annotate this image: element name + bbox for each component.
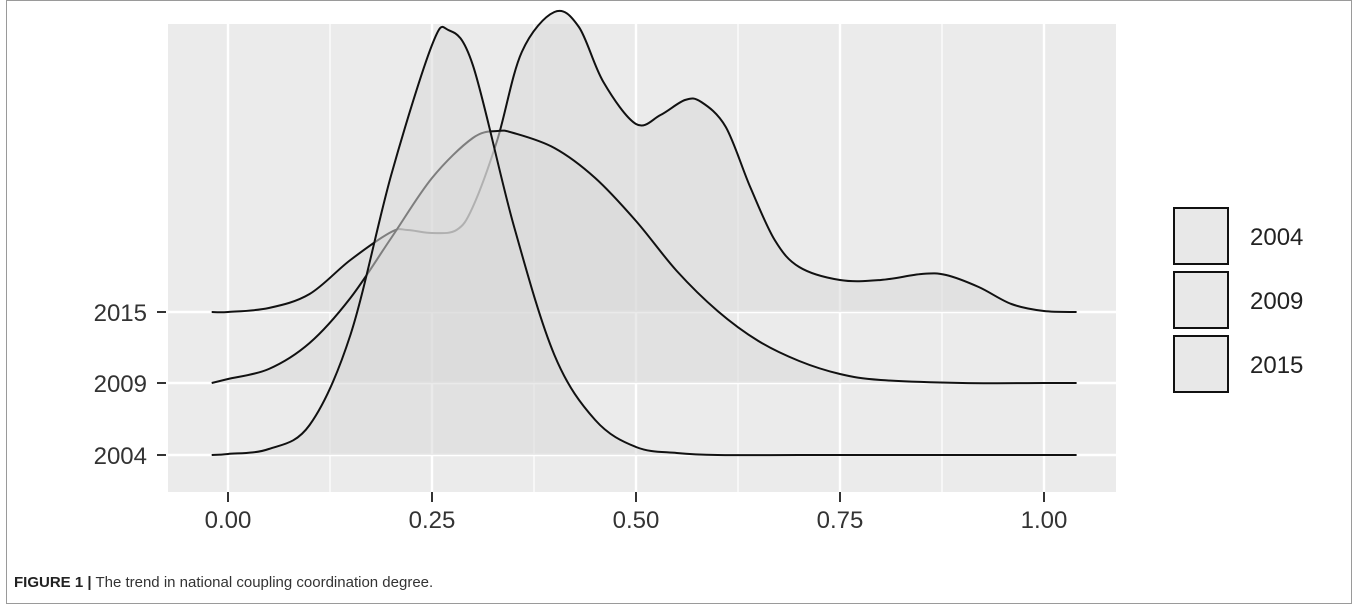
legend-label-2015: 2015 — [1250, 352, 1303, 379]
density-area-2004 — [211, 26, 1077, 456]
density-line-2009 — [211, 129, 1077, 385]
x-tick-label: 1.00 — [1021, 507, 1068, 534]
x-tick-label: 0.50 — [613, 507, 660, 534]
y-tick-label-2009: 2009 — [94, 371, 147, 398]
y-axis: 2004 2009 2015 — [94, 300, 166, 470]
figure-caption: FIGURE 1 | The trend in national couplin… — [14, 574, 1314, 596]
density-line-2004 — [211, 25, 1077, 457]
caption-label: FIGURE 1 | — [14, 574, 92, 591]
x-tick-label: 0.00 — [205, 507, 252, 534]
legend-label-2004: 2004 — [1250, 224, 1303, 251]
caption-text: The trend in national coupling coordinat… — [91, 574, 434, 591]
legend: 2004 2009 2015 — [1173, 207, 1303, 393]
x-axis: 0.00 0.25 0.50 0.75 1.00 — [205, 492, 1068, 534]
x-tick-label: 0.75 — [817, 507, 864, 534]
legend-label-2009: 2009 — [1250, 288, 1303, 315]
y-tick-label-2015: 2015 — [94, 300, 147, 327]
density-ridges — [211, 9, 1077, 457]
x-tick-label: 0.25 — [409, 507, 456, 534]
legend-key-2004 — [1173, 207, 1229, 265]
legend-key-2009 — [1173, 271, 1229, 329]
legend-key-2015 — [1173, 335, 1229, 393]
y-tick-label-2004: 2004 — [94, 443, 147, 470]
